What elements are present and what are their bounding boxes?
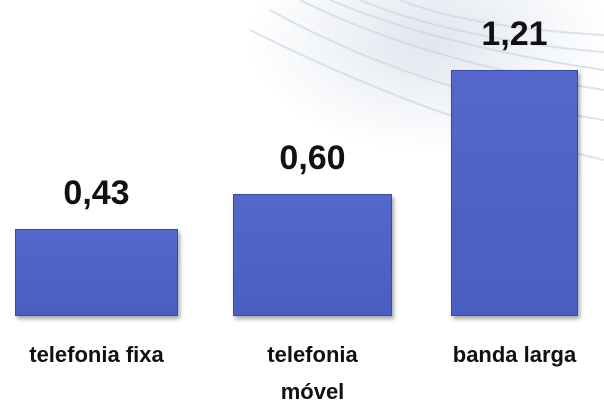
bar xyxy=(15,228,178,316)
data-label: 0,60 xyxy=(279,139,346,178)
x-tick-label: telefonia móvel xyxy=(267,342,358,404)
x-tick-label: banda larga xyxy=(452,342,577,367)
bar xyxy=(451,70,578,316)
data-label: 0,43 xyxy=(63,173,130,212)
bar xyxy=(233,194,392,316)
x-tick-label: telefonia fixa xyxy=(29,342,164,367)
data-label: 1,21 xyxy=(481,15,548,53)
